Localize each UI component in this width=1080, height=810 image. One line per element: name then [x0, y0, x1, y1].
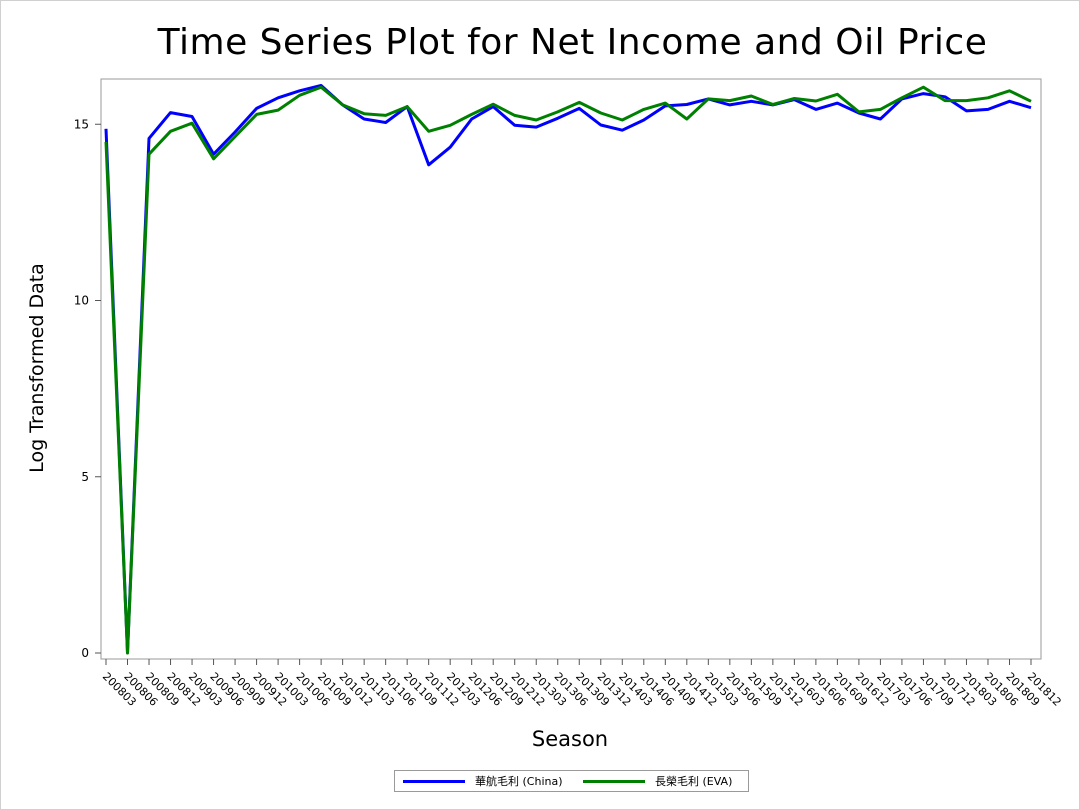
y-tick-label: 5 [81, 470, 89, 484]
y-axis: 0 5 10 15 [74, 117, 101, 660]
legend-label-eva: 長榮毛利 (EVA) [655, 775, 733, 788]
series-line-china [104, 84, 1032, 654]
y-tick-label: 15 [74, 117, 89, 131]
legend-item-eva: 長榮毛利 (EVA) [583, 771, 732, 791]
y-tick-label: 0 [81, 646, 89, 660]
y-axis-label: Log Transformed Data [26, 263, 48, 473]
x-axis: 2008032008062008092008122009032009062009… [100, 659, 1064, 709]
legend-swatch-china [403, 779, 465, 783]
chart-title: Time Series Plot for Net Income and Oil … [157, 22, 988, 63]
legend-item-china: 華航毛利 (China) [403, 771, 563, 791]
legend: 華航毛利 (China) 長榮毛利 (EVA) [394, 770, 749, 792]
series-line-eva [104, 85, 1032, 655]
y-tick-label: 10 [74, 294, 89, 308]
plot-area [100, 78, 1042, 660]
series-layer [104, 84, 1032, 655]
x-axis-label: Season [532, 727, 608, 751]
legend-label-china: 華航毛利 (China) [475, 775, 563, 788]
legend-swatch-eva [583, 779, 645, 783]
